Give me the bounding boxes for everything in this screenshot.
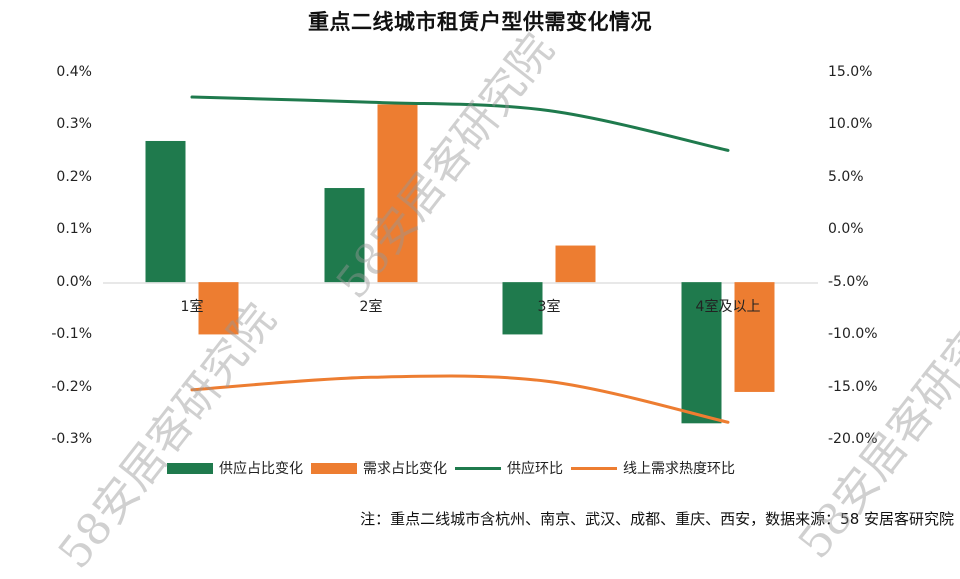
legend: 供应占比变化 需求占比变化 供应环比 线上需求热度环比 <box>167 458 743 478</box>
bar-swatch-icon <box>167 462 213 474</box>
line-swatch-icon <box>571 466 617 470</box>
legend-label: 供应占比变化 <box>219 461 303 477</box>
bar <box>502 282 543 335</box>
bar <box>145 140 186 283</box>
bar <box>324 188 365 283</box>
right-axis-tick: 10.0% <box>828 116 873 132</box>
category-label: 4室及以上 <box>695 299 761 315</box>
bar <box>198 282 239 335</box>
legend-label: 供应环比 <box>507 461 563 477</box>
source-note: 注：重点二线城市含杭州、南京、武汉、成都、重庆、西安，数据来源：58 安居客研究… <box>360 510 954 528</box>
left-axis-tick: 0.0% <box>56 274 92 290</box>
line <box>190 95 730 152</box>
right-axis-tick: -15.0% <box>828 379 878 395</box>
bar <box>377 104 418 283</box>
bar-swatch-icon <box>311 462 357 474</box>
left-axis-tick: 0.4% <box>56 64 92 80</box>
right-axis-tick: -10.0% <box>828 326 878 342</box>
left-axis-tick: -0.3% <box>51 431 92 447</box>
legend-label: 需求占比变化 <box>363 461 447 477</box>
bar <box>555 245 596 283</box>
left-axis-tick: 0.3% <box>56 116 92 132</box>
legend-item-supply-share[interactable]: 供应占比变化 <box>167 458 303 478</box>
left-axis-tick: 0.1% <box>56 221 92 237</box>
bar-series <box>145 104 775 424</box>
right-axis-tick: -20.0% <box>828 431 878 447</box>
right-axis-tick: -5.0% <box>828 274 869 290</box>
chart-title: 重点二线城市租赁户型供需变化情况 <box>308 10 652 34</box>
line-series <box>190 95 730 424</box>
right-axis-tick: 0.0% <box>828 221 864 237</box>
category-label: 2室 <box>359 299 383 315</box>
left-axis-tick: -0.2% <box>51 379 92 395</box>
category-label: 1室 <box>180 299 204 315</box>
line <box>190 374 730 424</box>
line-swatch-icon <box>455 466 501 470</box>
right-axis-tick: 5.0% <box>828 169 864 185</box>
left-axis-tick: 0.2% <box>56 169 92 185</box>
bar <box>681 282 722 424</box>
category-label: 3室 <box>537 299 561 315</box>
bar <box>734 282 775 392</box>
plot-area <box>103 95 818 424</box>
legend-item-demand-share[interactable]: 需求占比变化 <box>311 458 447 478</box>
legend-item-demand-heat-mom[interactable]: 线上需求热度环比 <box>571 458 735 478</box>
legend-item-supply-mom[interactable]: 供应环比 <box>455 458 563 478</box>
left-axis-tick: -0.1% <box>51 326 92 342</box>
right-axis-tick: 15.0% <box>828 64 873 80</box>
legend-label: 线上需求热度环比 <box>623 461 735 477</box>
